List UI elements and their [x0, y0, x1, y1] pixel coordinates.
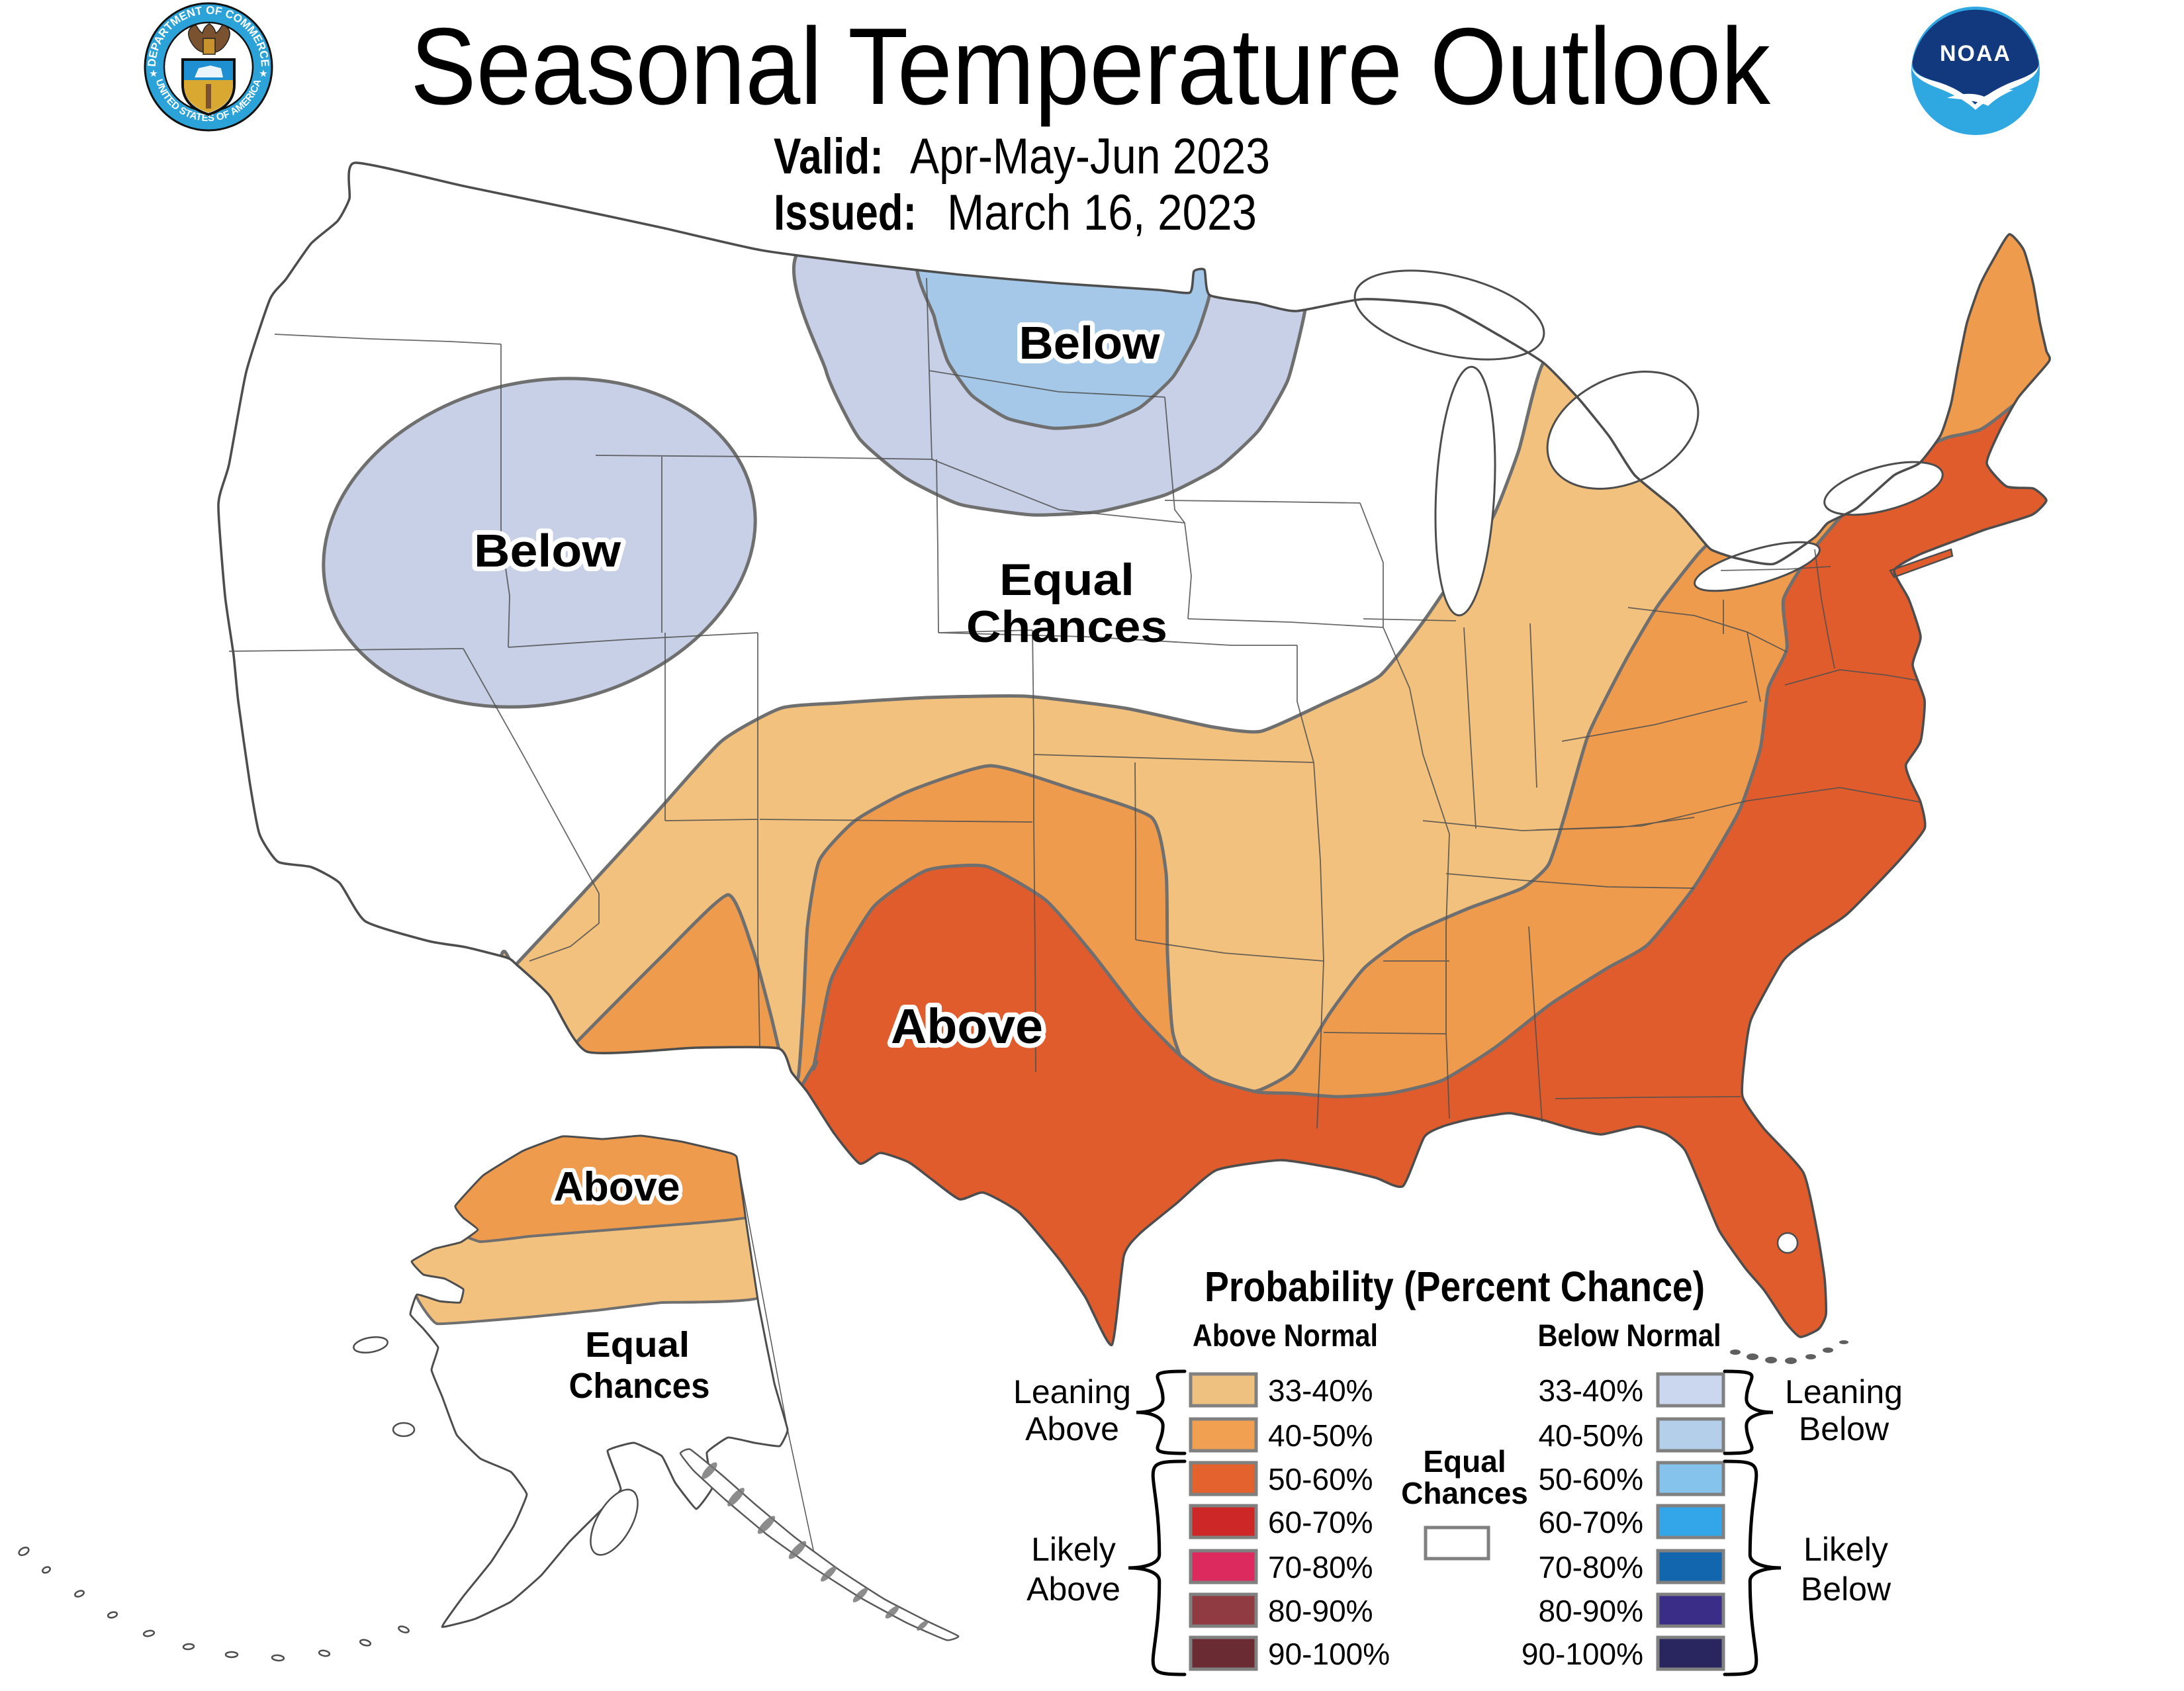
svg-text:Equal: Equal	[1423, 1444, 1506, 1479]
svg-text:Below Normal: Below Normal	[1538, 1318, 1721, 1353]
svg-text:60-70%: 60-70%	[1538, 1505, 1643, 1539]
svg-text:50-60%: 50-60%	[1538, 1462, 1643, 1496]
svg-text:Above: Above	[1025, 1410, 1119, 1447]
svg-text:Chances: Chances	[1401, 1476, 1528, 1510]
svg-text:Apr-May-Jun 2023: Apr-May-Jun 2023	[910, 128, 1270, 185]
svg-text:Below: Below	[1019, 317, 1161, 369]
svg-text:80-90%: 80-90%	[1538, 1594, 1643, 1628]
svg-text:Leaning: Leaning	[1013, 1373, 1131, 1410]
svg-text:50-60%: 50-60%	[1268, 1462, 1373, 1496]
svg-text:Above: Above	[891, 999, 1043, 1054]
svg-text:Above: Above	[1026, 1571, 1120, 1608]
svg-text:Equal: Equal	[999, 555, 1134, 605]
svg-text:NOAA: NOAA	[1940, 41, 2011, 66]
svg-text:Valid:: Valid:	[774, 128, 884, 185]
svg-text:March 16, 2023: March 16, 2023	[947, 185, 1257, 241]
svg-text:90-100%: 90-100%	[1522, 1637, 1643, 1671]
svg-text:Below: Below	[474, 525, 621, 576]
svg-text:Likely: Likely	[1031, 1531, 1116, 1568]
svg-text:Above: Above	[554, 1164, 680, 1210]
svg-text:★: ★	[149, 68, 158, 79]
svg-text:70-80%: 70-80%	[1268, 1550, 1373, 1584]
svg-text:80-90%: 80-90%	[1268, 1594, 1373, 1628]
svg-text:Chances: Chances	[569, 1366, 710, 1406]
svg-text:90-100%: 90-100%	[1268, 1637, 1390, 1671]
svg-text:70-80%: 70-80%	[1538, 1550, 1643, 1584]
svg-text:40-50%: 40-50%	[1268, 1418, 1373, 1453]
svg-text:33-40%: 33-40%	[1538, 1373, 1643, 1408]
svg-text:Seasonal Temperature Outlook: Seasonal Temperature Outlook	[410, 5, 1770, 127]
svg-text:40-50%: 40-50%	[1538, 1418, 1643, 1453]
svg-text:Equal: Equal	[585, 1325, 690, 1365]
svg-text:Probability (Percent Chance): Probability (Percent Chance)	[1205, 1263, 1705, 1310]
svg-text:Leaning: Leaning	[1785, 1373, 1903, 1410]
svg-text:★: ★	[259, 68, 267, 79]
svg-text:60-70%: 60-70%	[1268, 1505, 1373, 1539]
svg-text:Issued:: Issued:	[774, 185, 917, 241]
svg-text:Below: Below	[1799, 1410, 1889, 1447]
svg-text:Above Normal: Above Normal	[1193, 1318, 1378, 1353]
svg-text:Likely: Likely	[1803, 1531, 1888, 1568]
svg-text:Below: Below	[1801, 1571, 1891, 1608]
svg-text:33-40%: 33-40%	[1268, 1373, 1373, 1408]
svg-text:Chances: Chances	[966, 602, 1167, 652]
